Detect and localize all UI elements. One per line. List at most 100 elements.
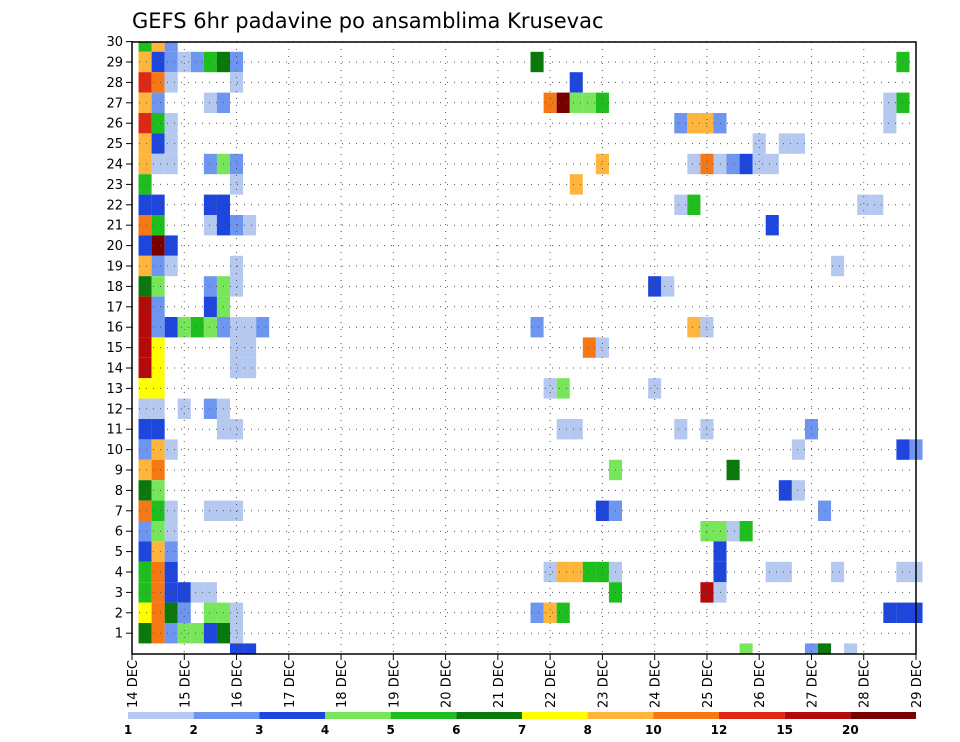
- heatmap-cell: [151, 296, 165, 317]
- heatmap-cell: [543, 378, 557, 399]
- heatmap-cell: [151, 521, 165, 542]
- legend-label: 4: [321, 723, 329, 737]
- heatmap-cell: [739, 521, 753, 542]
- y-tick-label: 9: [115, 464, 123, 479]
- heatmap-cell: [138, 419, 152, 440]
- heatmap-cell: [138, 439, 152, 460]
- heatmap-cell: [138, 255, 152, 277]
- heatmap-cell: [138, 92, 152, 113]
- heatmap-cell: [164, 561, 178, 583]
- heatmap-cell: [674, 194, 688, 215]
- heatmap-cell: [687, 113, 701, 134]
- heatmap-cell: [151, 378, 165, 399]
- y-tick-label: 11: [106, 423, 123, 438]
- y-tick-label: 7: [115, 504, 123, 519]
- legend-swatch: [390, 712, 457, 719]
- x-tick-label: 15 DEC: [178, 660, 193, 708]
- x-tick-label: 22 DEC: [544, 660, 559, 708]
- heatmap-cell: [243, 643, 257, 654]
- legend-swatch: [259, 712, 325, 719]
- legend-label: 3: [255, 723, 263, 737]
- heatmap-cell: [543, 561, 557, 583]
- heatmap-cell: [164, 42, 178, 52]
- heatmap-cell: [203, 215, 217, 236]
- y-tick-label: 18: [106, 280, 123, 295]
- heatmap-cell: [151, 582, 165, 603]
- heatmap-cell: [151, 500, 165, 521]
- x-tick-label: 26 DEC: [753, 660, 768, 708]
- heatmap-cell: [857, 194, 871, 215]
- x-tick-label: 16 DEC: [231, 660, 246, 708]
- heatmap-cell: [648, 378, 662, 399]
- heatmap-cell: [190, 582, 204, 603]
- legend-label: 10: [645, 723, 662, 737]
- x-tick-label: 25 DEC: [701, 660, 716, 708]
- heatmap-cell: [818, 500, 832, 521]
- legend-label: 6: [452, 723, 460, 737]
- heatmap-cell: [530, 317, 544, 338]
- heatmap-cell: [138, 194, 152, 215]
- heatmap-cell: [151, 419, 165, 440]
- y-tick-label: 29: [106, 56, 123, 71]
- heatmap-cell: [151, 398, 165, 419]
- heatmap-cell: [151, 133, 165, 154]
- y-tick-label: 14: [106, 362, 123, 377]
- heatmap-cell: [203, 194, 217, 215]
- heatmap-cell: [582, 561, 596, 583]
- heatmap-cell: [151, 541, 165, 562]
- y-tick-label: 30: [106, 35, 123, 50]
- x-axis-ticks: 14 DEC 15 DEC 16 DEC 17 DEC 18 DEC 19 DEC 20 D…: [126, 654, 925, 708]
- heatmap-cell: [569, 174, 583, 195]
- heatmap-cell: [138, 296, 152, 317]
- heatmap-cell: [778, 561, 792, 583]
- heatmap-cell: [243, 317, 257, 338]
- legend-swatch: [587, 712, 654, 719]
- heatmap-cell: [151, 153, 165, 175]
- heatmap-cell: [151, 276, 165, 297]
- heatmap-cell: [138, 357, 152, 379]
- heatmap-cell: [791, 480, 805, 501]
- heatmap-cell: [164, 51, 178, 73]
- heatmap-cell: [138, 500, 152, 521]
- y-tick-label: 21: [106, 219, 123, 234]
- heatmap-cell: [138, 276, 152, 297]
- heatmap-cell: [230, 276, 244, 297]
- heatmap-cell: [138, 235, 152, 256]
- heatmap-cell: [164, 623, 178, 644]
- heatmap-cell: [556, 561, 570, 583]
- heatmap-cell: [203, 153, 217, 175]
- y-tick-label: 26: [106, 117, 123, 132]
- legend-swatch: [850, 712, 916, 719]
- heatmap-cell: [138, 459, 152, 481]
- heatmap-cell: [164, 113, 178, 134]
- heatmap-cell: [739, 153, 753, 175]
- x-tick-label: 27 DEC: [805, 660, 820, 708]
- y-tick-label: 10: [106, 443, 123, 458]
- y-tick-label: 4: [115, 566, 123, 581]
- heatmap-cell: [844, 643, 858, 654]
- heatmap-cell: [818, 643, 832, 654]
- legend-label: 15: [776, 723, 793, 737]
- y-axis-ticks: 1234567891011121314151617181920212223242…: [106, 35, 132, 642]
- legend-swatch: [784, 712, 851, 719]
- y-tick-label: 6: [115, 525, 123, 540]
- heatmap-cell: [203, 92, 217, 113]
- heatmap-cell: [138, 561, 152, 583]
- heatmap-cell: [203, 317, 217, 338]
- heatmap-cell: [151, 92, 165, 113]
- legend-label: 20: [842, 723, 859, 737]
- legend-swatch: [653, 712, 719, 719]
- heatmap-cell: [778, 133, 792, 154]
- legend-swatch: [128, 712, 194, 719]
- heatmap-cell: [138, 133, 152, 154]
- heatmap-cell: [569, 561, 583, 583]
- heatmap-cell: [543, 602, 557, 623]
- y-tick-label: 25: [106, 137, 123, 152]
- x-tick-label: 23 DEC: [596, 660, 611, 708]
- heatmap-cell: [151, 439, 165, 460]
- heatmap-cell: [138, 174, 152, 195]
- heatmap-cell: [582, 337, 596, 358]
- heatmap-cell: [203, 296, 217, 317]
- y-tick-label: 27: [106, 96, 123, 111]
- heatmap-cell: [151, 602, 165, 623]
